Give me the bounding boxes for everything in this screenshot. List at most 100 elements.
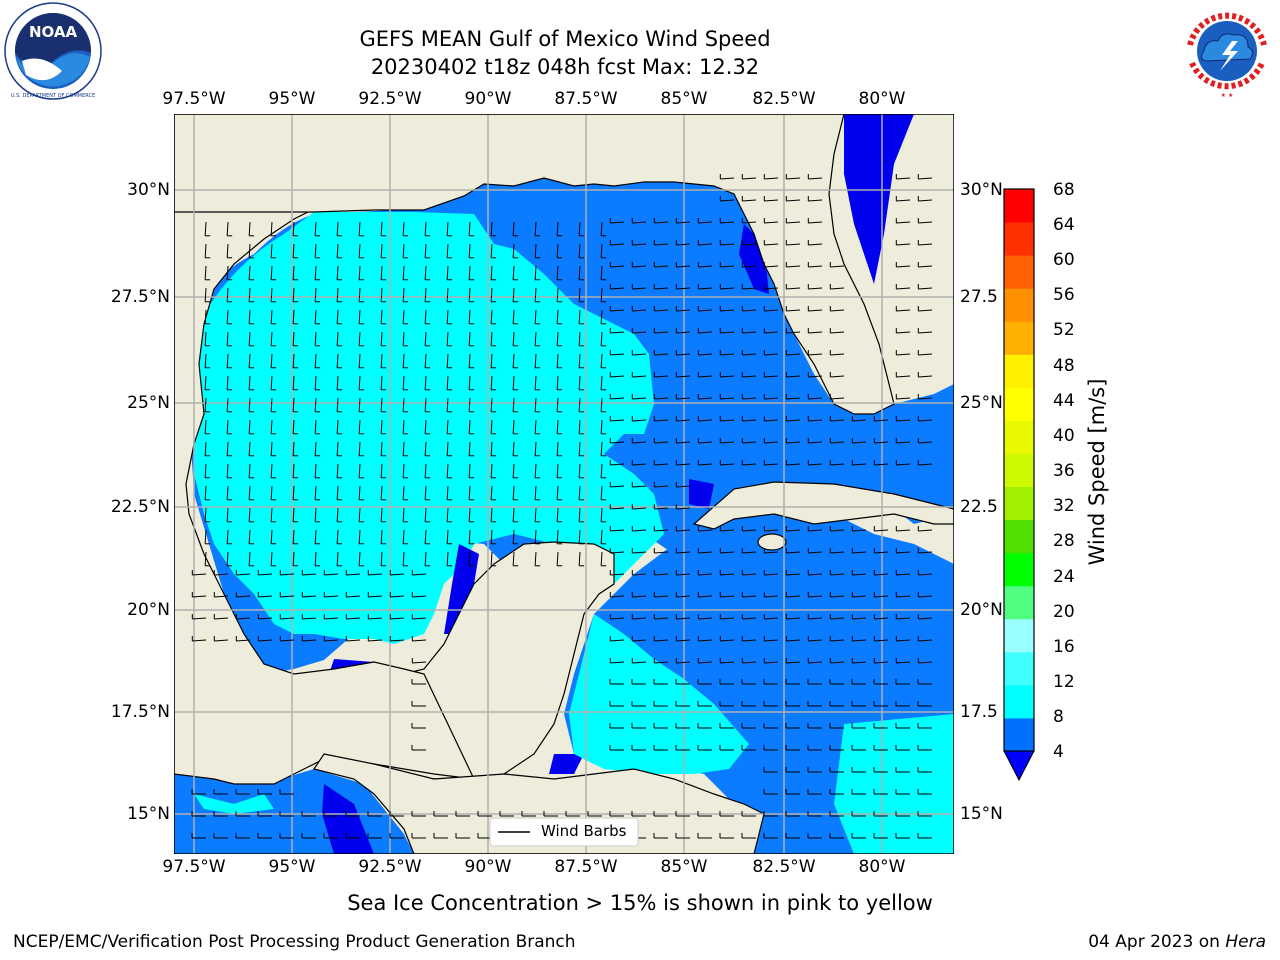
wind-barb	[292, 463, 295, 478]
wind-barb	[534, 419, 537, 434]
wind-barb	[808, 551, 823, 554]
wind-barb	[446, 375, 449, 390]
wind-barb	[720, 639, 735, 642]
wind-barb	[336, 397, 339, 412]
wind-barb	[610, 573, 625, 576]
wind-barb	[896, 331, 911, 334]
wind-barb	[226, 485, 229, 500]
wind-barb	[786, 617, 801, 620]
wind-barb	[336, 221, 339, 236]
wind-barb	[896, 441, 911, 444]
wind-barb	[292, 419, 295, 434]
wind-barb	[226, 529, 229, 544]
wind-barb	[654, 243, 669, 246]
map-subtitle: 20230402 t18z 048h fcst Max: 12.32	[370, 55, 760, 79]
wind-barb	[764, 375, 779, 378]
wind-barb	[226, 221, 229, 236]
wind-barb	[402, 485, 405, 500]
caribbean-water-light	[834, 714, 954, 854]
wind-barb	[720, 221, 735, 224]
wind-barb	[424, 265, 427, 280]
wind-barb	[248, 463, 251, 478]
lon-label-top: 90°W	[464, 89, 512, 109]
wind-barb	[830, 309, 845, 312]
wind-barb	[742, 397, 757, 400]
wind-barb	[786, 463, 801, 466]
wind-barb	[292, 243, 295, 258]
wind-barb	[270, 331, 273, 346]
wind-barb	[676, 353, 691, 356]
wind-barb	[556, 529, 559, 544]
wind-barb	[358, 485, 361, 500]
central-america-land	[313, 753, 765, 854]
wind-barb	[468, 331, 471, 346]
wind-barb	[808, 309, 823, 312]
wind-barb	[830, 331, 845, 334]
wind-barb	[676, 639, 691, 642]
colorbar-tick: 16	[1053, 637, 1075, 657]
lon-label-bottom: 90°W	[464, 857, 512, 877]
wind-barb	[918, 243, 933, 246]
wind-barb	[270, 529, 273, 544]
wind-barb	[764, 265, 779, 268]
wind-barb	[412, 573, 427, 576]
wind-barb	[632, 617, 647, 620]
wind-barb	[490, 397, 493, 412]
wind-barb	[698, 265, 713, 268]
wind-barb	[468, 309, 471, 324]
wind-barb	[676, 265, 691, 268]
wind-barb	[698, 397, 713, 400]
wind-barb	[512, 375, 515, 390]
wind-barb	[468, 485, 471, 500]
wind-barb	[380, 397, 383, 412]
wind-barb	[204, 309, 207, 324]
wind-barb	[446, 397, 449, 412]
wind-barb	[578, 243, 581, 258]
lat-label-right: 20°N	[960, 600, 1003, 620]
colorbar-tick: 64	[1053, 215, 1075, 235]
wind-barb	[226, 331, 229, 346]
wind-barb	[698, 419, 713, 422]
wind-barb	[412, 595, 427, 598]
wind-barb	[534, 265, 537, 280]
wind-barb	[270, 375, 273, 390]
wind-barb	[358, 419, 361, 434]
wind-barb	[830, 287, 845, 290]
wind-barb	[852, 551, 867, 554]
wind-barb	[786, 529, 801, 532]
svg-text:★ ★: ★ ★	[1221, 92, 1234, 99]
wind-barb	[654, 331, 669, 334]
wind-barb	[226, 551, 229, 566]
wind-barb	[600, 551, 603, 566]
wind-barb	[808, 595, 823, 598]
wind-barb	[424, 485, 427, 500]
wind-barb	[918, 639, 933, 642]
wind-barb	[204, 529, 207, 544]
wind-barb	[512, 221, 515, 236]
wind-barb	[698, 243, 713, 246]
wind-barb	[918, 199, 933, 202]
wind-barb	[358, 309, 361, 324]
wind-barb	[654, 397, 669, 400]
wind-barb	[610, 331, 625, 334]
wind-speed-map	[174, 114, 954, 854]
wind-barb	[764, 595, 779, 598]
wind-barb	[412, 661, 427, 664]
wind-barb	[512, 419, 515, 434]
colorbar-tick: 48	[1053, 356, 1075, 376]
wind-barb	[610, 243, 625, 246]
wind-barb	[764, 529, 779, 532]
wind-barb	[808, 617, 823, 620]
wind-barb	[446, 507, 449, 522]
wind-barb	[292, 287, 295, 302]
wind-barb	[248, 287, 251, 302]
wind-barb	[632, 331, 647, 334]
wind-barb	[578, 265, 581, 280]
wind-barb	[786, 375, 801, 378]
wind-barb	[610, 419, 625, 422]
wind-barb	[742, 529, 757, 532]
wind-barb	[270, 221, 273, 236]
wind-barb	[302, 595, 317, 598]
wind-barb	[248, 485, 251, 500]
wind-barb	[786, 221, 801, 224]
